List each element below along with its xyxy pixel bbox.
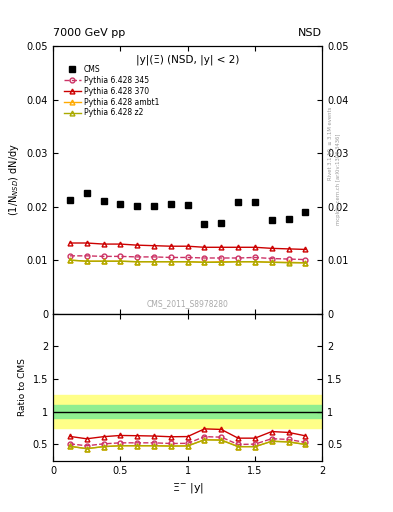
CMS: [152, 202, 156, 208]
Text: |y|(Ξ) (NSD, |y| < 2): |y|(Ξ) (NSD, |y| < 2): [136, 54, 239, 65]
Pythia 6.428 ambt1: [118, 258, 123, 264]
CMS: [219, 220, 224, 226]
Legend: CMS, Pythia 6.428 345, Pythia 6.428 370, Pythia 6.428 ambt1, Pythia 6.428 z2: CMS, Pythia 6.428 345, Pythia 6.428 370,…: [62, 63, 161, 119]
Pythia 6.428 z2: [101, 258, 106, 264]
Pythia 6.428 z2: [152, 259, 156, 265]
Pythia 6.428 370: [270, 245, 274, 251]
Pythia 6.428 ambt1: [270, 259, 274, 265]
Pythia 6.428 370: [169, 243, 173, 249]
Line: Pythia 6.428 345: Pythia 6.428 345: [68, 253, 308, 262]
CMS: [84, 190, 89, 196]
Pythia 6.428 z2: [118, 258, 123, 264]
Pythia 6.428 345: [303, 257, 308, 263]
Text: NSD: NSD: [298, 28, 322, 38]
Y-axis label: (1/N$_{NSD}$) dN/dy: (1/N$_{NSD}$) dN/dy: [7, 143, 21, 217]
Pythia 6.428 345: [185, 254, 190, 261]
CMS: [253, 199, 257, 205]
Y-axis label: Ratio to CMS: Ratio to CMS: [18, 358, 27, 416]
Pythia 6.428 ambt1: [101, 258, 106, 264]
Pythia 6.428 ambt1: [202, 259, 207, 265]
Pythia 6.428 345: [84, 253, 89, 259]
CMS: [202, 221, 207, 227]
Pythia 6.428 ambt1: [286, 259, 291, 265]
Pythia 6.428 345: [286, 256, 291, 262]
Text: 7000 GeV pp: 7000 GeV pp: [53, 28, 125, 38]
Pythia 6.428 z2: [270, 259, 274, 265]
CMS: [68, 197, 72, 203]
Pythia 6.428 345: [253, 254, 257, 261]
Pythia 6.428 370: [286, 246, 291, 252]
Pythia 6.428 z2: [253, 259, 257, 265]
Pythia 6.428 345: [68, 253, 72, 259]
Line: Pythia 6.428 370: Pythia 6.428 370: [68, 241, 308, 252]
CMS: [236, 199, 241, 205]
Pythia 6.428 370: [135, 242, 140, 248]
Line: CMS: CMS: [67, 190, 308, 226]
X-axis label: Ξ$^{-}$ |y|: Ξ$^{-}$ |y|: [172, 481, 204, 495]
Pythia 6.428 ambt1: [236, 259, 241, 265]
Pythia 6.428 370: [219, 244, 224, 250]
CMS: [185, 202, 190, 208]
Pythia 6.428 ambt1: [185, 259, 190, 265]
CMS: [118, 201, 123, 207]
Pythia 6.428 ambt1: [219, 259, 224, 265]
Bar: [53, 405, 322, 418]
Pythia 6.428 345: [135, 254, 140, 260]
Pythia 6.428 ambt1: [303, 260, 308, 266]
Pythia 6.428 ambt1: [68, 257, 72, 263]
Pythia 6.428 ambt1: [169, 259, 173, 265]
Pythia 6.428 ambt1: [84, 258, 89, 264]
Pythia 6.428 370: [236, 244, 241, 250]
Pythia 6.428 370: [101, 241, 106, 247]
Pythia 6.428 z2: [303, 260, 308, 266]
Pythia 6.428 345: [118, 253, 123, 260]
Pythia 6.428 z2: [202, 259, 207, 265]
Bar: [53, 395, 322, 428]
Pythia 6.428 370: [68, 240, 72, 246]
Text: mcplots.cern.ch [arXiv:1306.3436]: mcplots.cern.ch [arXiv:1306.3436]: [336, 134, 341, 225]
Pythia 6.428 370: [185, 243, 190, 249]
CMS: [286, 216, 291, 222]
CMS: [270, 217, 274, 223]
Pythia 6.428 370: [253, 244, 257, 250]
Pythia 6.428 345: [219, 255, 224, 261]
Pythia 6.428 z2: [68, 257, 72, 263]
Pythia 6.428 z2: [185, 259, 190, 265]
Pythia 6.428 370: [202, 244, 207, 250]
Pythia 6.428 345: [152, 254, 156, 260]
Pythia 6.428 ambt1: [152, 259, 156, 265]
Pythia 6.428 ambt1: [253, 259, 257, 265]
CMS: [169, 201, 173, 207]
CMS: [303, 209, 308, 215]
Pythia 6.428 370: [303, 246, 308, 252]
Line: Pythia 6.428 ambt1: Pythia 6.428 ambt1: [68, 258, 308, 265]
Pythia 6.428 370: [118, 241, 123, 247]
Pythia 6.428 345: [236, 255, 241, 261]
Pythia 6.428 z2: [84, 258, 89, 264]
Pythia 6.428 370: [152, 243, 156, 249]
Pythia 6.428 345: [169, 254, 173, 261]
Pythia 6.428 z2: [286, 260, 291, 266]
Pythia 6.428 370: [84, 240, 89, 246]
Line: Pythia 6.428 z2: Pythia 6.428 z2: [68, 258, 308, 265]
Pythia 6.428 345: [270, 255, 274, 262]
Pythia 6.428 345: [202, 255, 207, 261]
Pythia 6.428 345: [101, 253, 106, 260]
Pythia 6.428 z2: [169, 259, 173, 265]
Pythia 6.428 z2: [236, 259, 241, 265]
Text: Rivet 3.1.10, ≥ 3.1M events: Rivet 3.1.10, ≥ 3.1M events: [328, 106, 333, 180]
Text: CMS_2011_S8978280: CMS_2011_S8978280: [147, 300, 229, 308]
Pythia 6.428 z2: [135, 259, 140, 265]
Pythia 6.428 ambt1: [135, 259, 140, 265]
CMS: [135, 202, 140, 208]
CMS: [101, 198, 106, 204]
Pythia 6.428 z2: [219, 259, 224, 265]
